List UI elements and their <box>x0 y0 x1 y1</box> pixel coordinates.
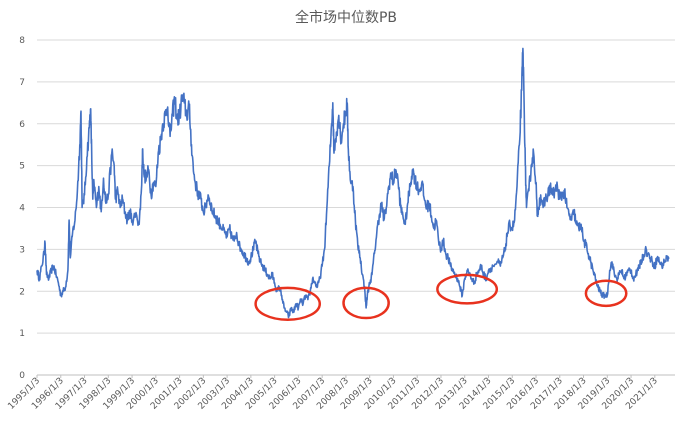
x-axis: 1995/1/31996/1/31997/1/31998/1/31999/1/3… <box>6 375 660 412</box>
y-tick-label: 5 <box>19 162 25 172</box>
annotation-ellipse-2 <box>342 286 390 320</box>
grid-layer <box>37 39 675 376</box>
y-tick-label: 4 <box>19 204 25 214</box>
annotation-layer <box>254 273 628 321</box>
y-tick-label: 8 <box>19 36 25 46</box>
y-tick-label: 2 <box>19 287 25 297</box>
y-tick-label: 1 <box>19 329 25 339</box>
series-layer <box>36 47 670 319</box>
annotation-ellipse-4 <box>584 279 628 308</box>
y-tick-label: 7 <box>19 78 25 88</box>
y-axis: 0 1 2 3 4 5 6 7 8 <box>19 36 25 381</box>
y-tick-label: 6 <box>19 120 25 130</box>
annotation-ellipse-1 <box>254 286 322 321</box>
series-line-0 <box>36 47 670 319</box>
y-tick-label: 3 <box>19 245 25 255</box>
annotation-ellipse-3 <box>436 273 499 305</box>
chart-title: 全市场中位数PB <box>295 9 397 26</box>
y-tick-label: 0 <box>19 371 25 381</box>
